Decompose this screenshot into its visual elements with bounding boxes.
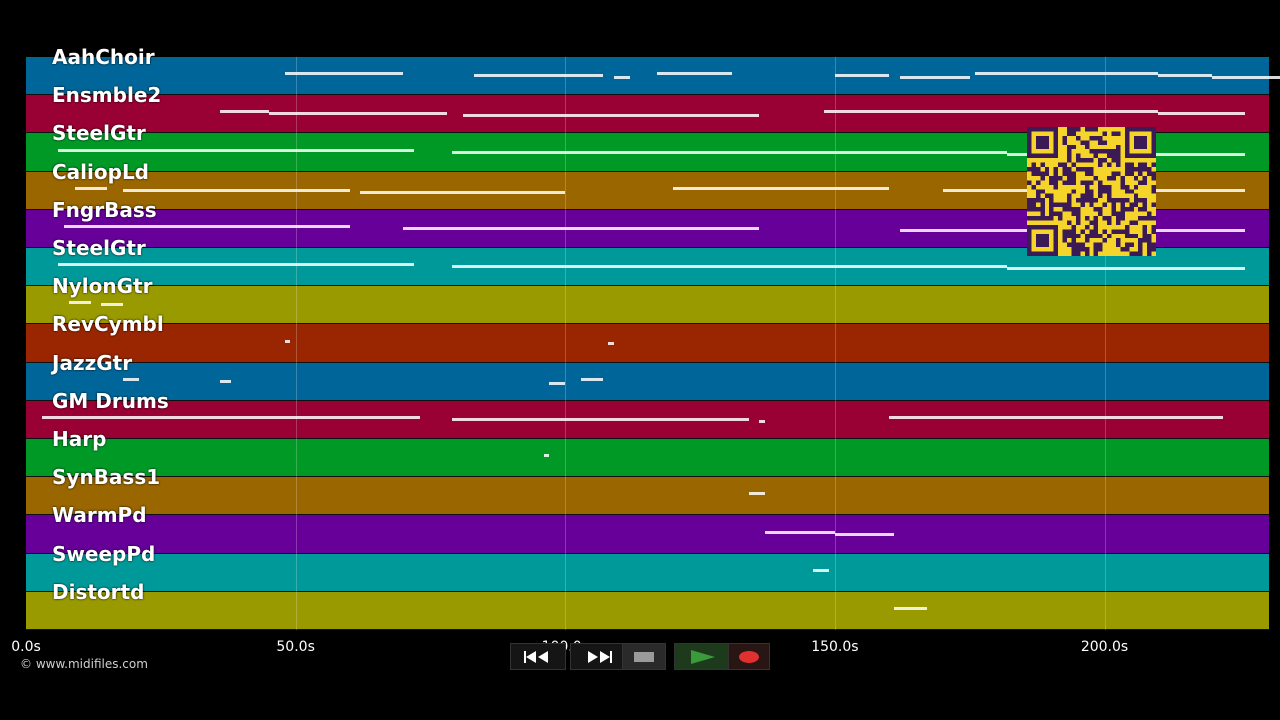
track-label: WarmPd bbox=[52, 503, 147, 528]
note-bar bbox=[123, 377, 140, 381]
note-bar bbox=[123, 188, 350, 192]
time-gridline bbox=[565, 57, 567, 630]
note-bar bbox=[403, 226, 760, 230]
note-bar bbox=[673, 186, 889, 190]
note-bar bbox=[656, 72, 733, 76]
time-tick-label: 50.0s bbox=[276, 639, 315, 655]
note-bar bbox=[764, 530, 835, 534]
note-bar bbox=[549, 381, 566, 385]
credit-text: © www.midifiles.com bbox=[20, 657, 148, 671]
note-bar bbox=[1158, 74, 1213, 78]
note-bar bbox=[888, 415, 1224, 419]
note-bar bbox=[360, 190, 566, 194]
note-bar bbox=[894, 606, 927, 610]
track-lane[interactable] bbox=[26, 57, 1269, 96]
note-bar bbox=[462, 114, 760, 118]
note-bar bbox=[69, 301, 91, 305]
note-bar bbox=[101, 303, 124, 307]
track-label: SteelGtr bbox=[52, 121, 146, 146]
track-lane[interactable] bbox=[26, 591, 1269, 630]
stop-icon bbox=[634, 651, 654, 662]
note-bar bbox=[1212, 76, 1280, 80]
record-button[interactable] bbox=[728, 643, 770, 670]
fast-forward-button[interactable] bbox=[570, 643, 626, 670]
track-lane[interactable] bbox=[26, 553, 1269, 592]
fast-forward-icon bbox=[588, 650, 612, 663]
note-bar bbox=[834, 74, 889, 78]
note-bar bbox=[473, 74, 603, 78]
note-bar bbox=[1158, 112, 1245, 116]
track-lane[interactable] bbox=[26, 515, 1269, 554]
time-tick-label: 0.0s bbox=[11, 639, 41, 655]
qr-code-icon bbox=[1027, 127, 1156, 256]
track-lane[interactable] bbox=[26, 439, 1269, 478]
note-bar bbox=[452, 150, 1008, 154]
note-bar bbox=[975, 72, 1159, 76]
time-gridline bbox=[834, 57, 836, 630]
track-label: AahChoir bbox=[52, 45, 155, 69]
note-bar bbox=[284, 72, 404, 76]
track-label: GM Drums bbox=[52, 388, 169, 413]
note-bar bbox=[42, 415, 420, 419]
note-bar bbox=[1007, 267, 1245, 271]
play-icon bbox=[691, 649, 715, 664]
note-bar bbox=[220, 110, 269, 114]
track-label: SweepPd bbox=[52, 541, 156, 566]
note-bar bbox=[58, 148, 415, 152]
time-gridline bbox=[295, 57, 297, 630]
stop-button[interactable] bbox=[622, 643, 666, 670]
play-button[interactable] bbox=[674, 643, 730, 670]
track-label: NylonGtr bbox=[52, 274, 153, 299]
note-bar bbox=[813, 568, 830, 572]
track-label: RevCymbl bbox=[52, 312, 164, 337]
track-label: JazzGtr bbox=[52, 350, 133, 375]
time-tick-label: 200.0s bbox=[1080, 639, 1129, 655]
note-bar bbox=[748, 492, 765, 496]
note-bar bbox=[824, 110, 1159, 114]
note-bar bbox=[58, 263, 415, 267]
note-bar bbox=[759, 419, 765, 423]
note-bar bbox=[543, 454, 550, 458]
rewind-icon bbox=[524, 650, 548, 663]
track-lane[interactable] bbox=[26, 362, 1269, 401]
track-label: CaliopLd bbox=[52, 159, 150, 184]
transport-controls bbox=[510, 643, 770, 670]
track-lane[interactable] bbox=[26, 286, 1269, 325]
time-tick-label: 150.0s bbox=[811, 639, 859, 655]
note-bar bbox=[74, 186, 107, 190]
note-bar bbox=[452, 417, 749, 421]
note-bar bbox=[834, 532, 895, 536]
track-label: Harp bbox=[52, 427, 107, 451]
track-lane[interactable] bbox=[26, 477, 1269, 516]
track-label: Distortd bbox=[52, 579, 145, 604]
note-bar bbox=[581, 377, 603, 381]
track-label: FngrBass bbox=[52, 197, 157, 222]
note-bar bbox=[452, 265, 1008, 269]
rewind-button[interactable] bbox=[510, 643, 566, 670]
track-label: SynBass1 bbox=[52, 465, 161, 490]
note-bar bbox=[284, 339, 291, 343]
track-label: SteelGtr bbox=[52, 236, 146, 260]
note-bar bbox=[899, 76, 970, 80]
track-label: Ensmble2 bbox=[52, 83, 162, 108]
note-bar bbox=[220, 379, 231, 383]
note-bar bbox=[63, 224, 350, 228]
note-bar bbox=[268, 112, 447, 116]
track-lane[interactable] bbox=[26, 324, 1269, 363]
note-bar bbox=[608, 341, 614, 345]
time-gridline bbox=[1104, 57, 1106, 630]
record-icon bbox=[739, 650, 759, 663]
note-bar bbox=[613, 76, 630, 80]
